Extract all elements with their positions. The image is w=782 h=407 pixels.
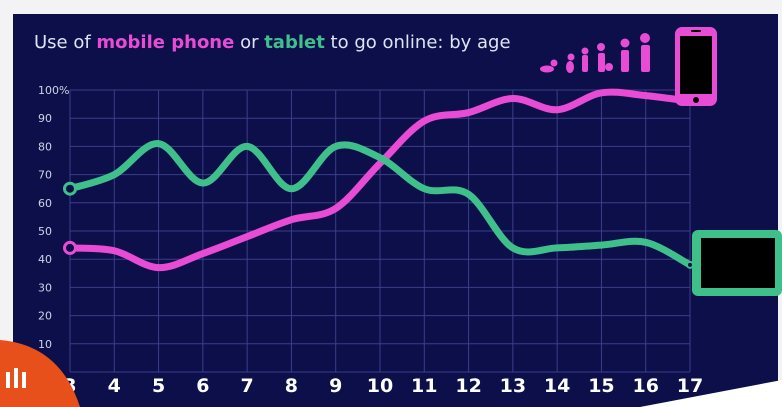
title-part-3: or xyxy=(234,32,264,53)
series-start-marker xyxy=(63,240,77,255)
chart-title: Use of mobile phone or tablet to go onli… xyxy=(34,32,511,53)
tablet-line xyxy=(66,140,694,269)
y-tick-label: 40 xyxy=(38,253,52,266)
x-tick-label: 12 xyxy=(455,375,481,397)
y-tick-label: 10 xyxy=(38,338,52,351)
x-tick-label: 5 xyxy=(152,375,165,397)
y-tick-label: 100% xyxy=(38,84,69,97)
x-tick-label: 17 xyxy=(677,375,703,397)
x-tick-label: 6 xyxy=(196,375,209,397)
x-tick-label: 10 xyxy=(367,375,393,397)
x-tick-label: 8 xyxy=(285,375,298,397)
x-tick-label: 11 xyxy=(411,375,437,397)
orange-logo-icon xyxy=(0,340,80,407)
baby-to-adult-silhouettes-icon xyxy=(540,33,650,73)
title-part-1: Use of xyxy=(34,32,96,53)
y-tick-label: 70 xyxy=(38,169,52,182)
tablet-icon xyxy=(692,230,782,296)
y-tick-label: 30 xyxy=(38,281,52,294)
x-tick-label: 4 xyxy=(108,375,121,397)
mobile-phone-icon xyxy=(675,27,717,106)
x-tick-label: 7 xyxy=(241,375,254,397)
y-tick-label: 80 xyxy=(38,140,52,153)
title-part-mobile: mobile phone xyxy=(96,32,234,53)
y-tick-label: 60 xyxy=(38,197,52,210)
chart-background xyxy=(13,14,778,407)
grid xyxy=(69,89,691,373)
y-tick-label: 50 xyxy=(38,225,52,238)
title-part-tablet: tablet xyxy=(264,32,325,53)
x-tick-label: 13 xyxy=(500,375,526,397)
x-tick-label: 9 xyxy=(329,375,342,397)
x-tick-label: 16 xyxy=(632,375,658,397)
y-tick-label: 90 xyxy=(38,112,52,125)
page-curl xyxy=(640,380,782,407)
x-tick-label: 15 xyxy=(588,375,614,397)
title-part-5: to go online: by age xyxy=(325,32,511,53)
x-tick-label: 14 xyxy=(544,375,570,397)
x-axis-ticks: 34567891011121314151617 xyxy=(63,375,703,397)
series-start-marker xyxy=(63,181,77,196)
y-tick-label: 20 xyxy=(38,310,52,323)
